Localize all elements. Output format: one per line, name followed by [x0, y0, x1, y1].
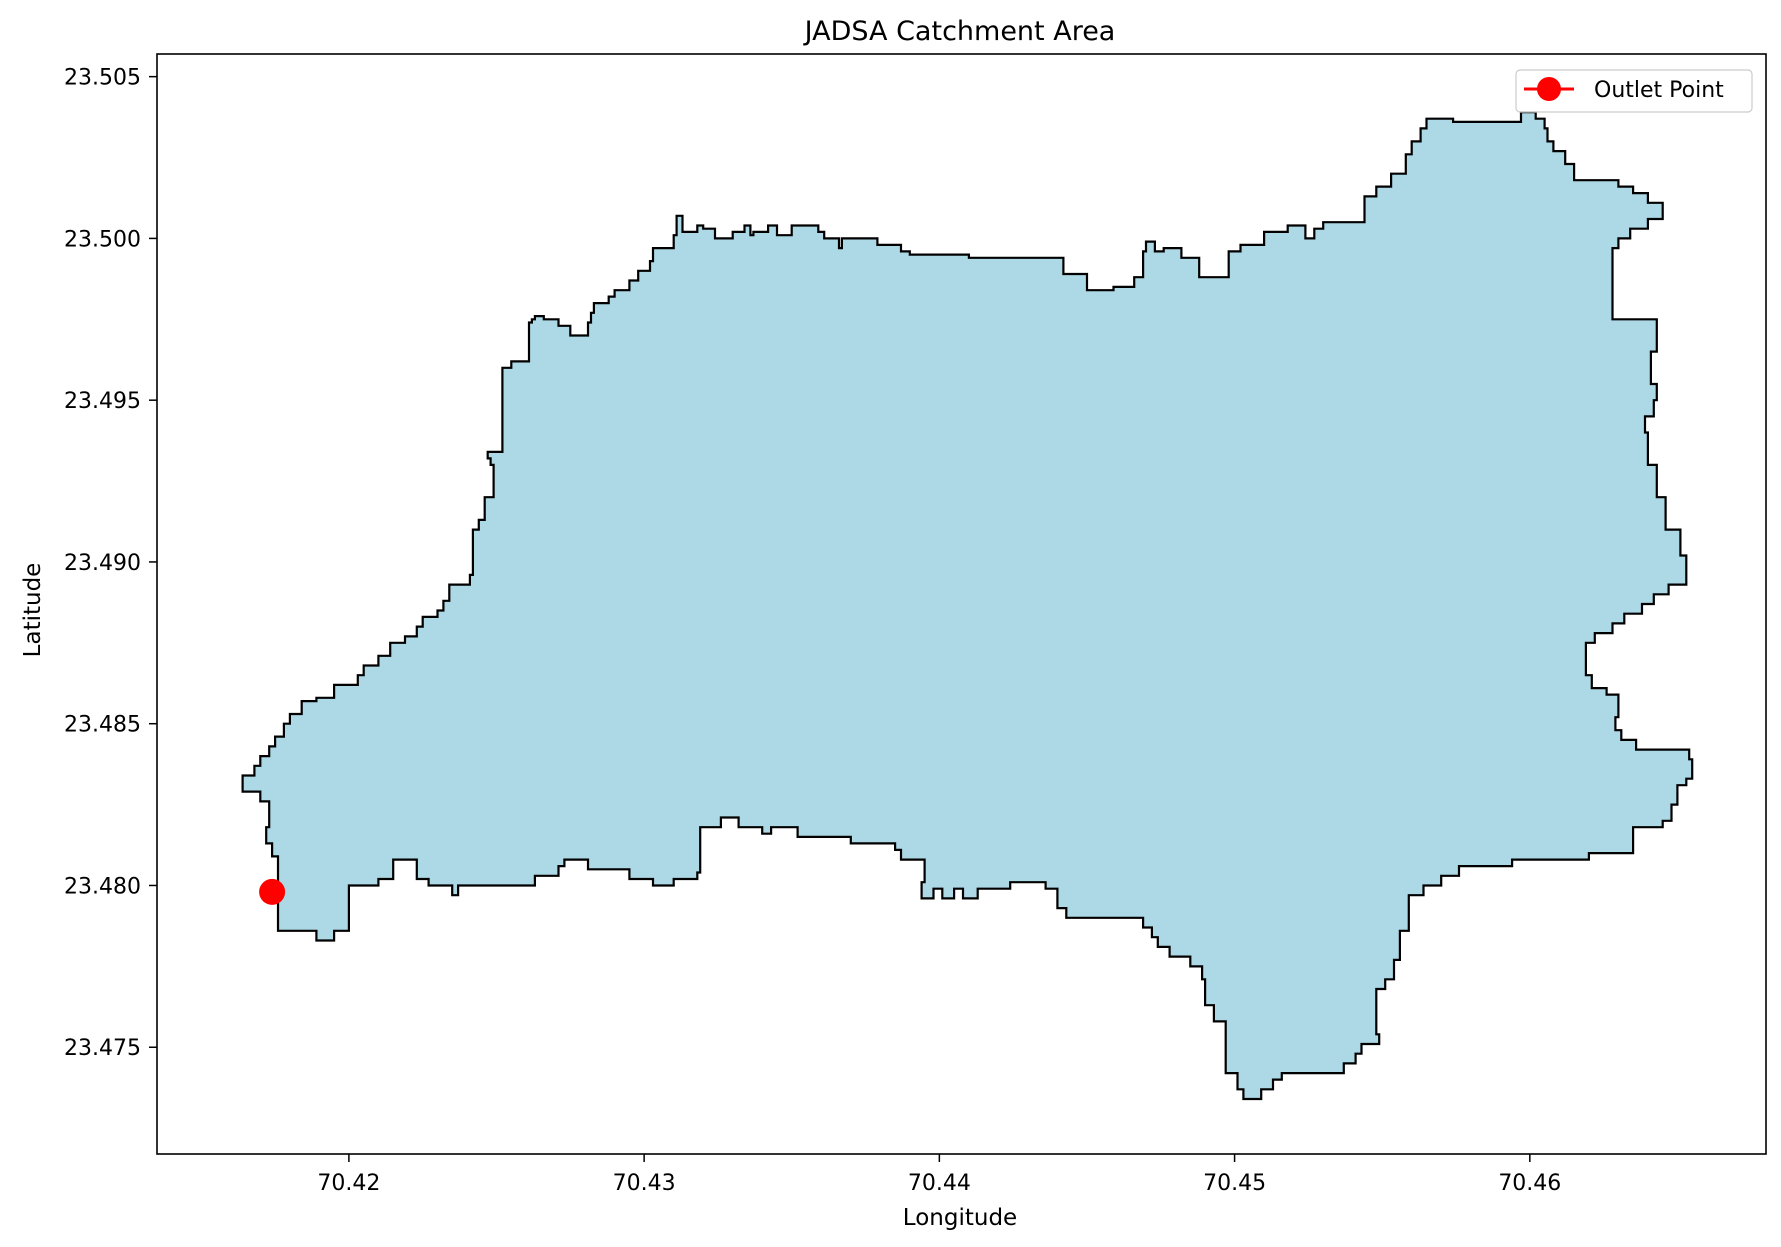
y-tick-label: 23.495 [64, 389, 141, 414]
legend: Outlet Point [1515, 69, 1753, 113]
y-axis: 23.475 23.480 23.485 23.490 23.495 23.500 23.5… [64, 66, 157, 1061]
y-tick-label: 23.485 [64, 713, 141, 738]
y-tick-label: 23.475 [64, 1036, 141, 1061]
x-tick-label: 70.42 [317, 1171, 380, 1196]
legend-marker-icon [1537, 77, 1561, 101]
legend-frame [1515, 69, 1753, 113]
legend-label: Outlet Point [1594, 78, 1724, 103]
x-tick-label: 70.45 [1203, 1171, 1266, 1196]
y-tick-label: 23.505 [64, 66, 141, 91]
plot-area [156, 53, 1767, 1155]
y-axis-label: Latitude [20, 563, 46, 658]
y-tick-label: 23.490 [64, 551, 141, 576]
x-tick-label: 70.46 [1498, 1171, 1561, 1196]
y-tick-label: 23.480 [64, 874, 141, 899]
plot-frame [156, 53, 1767, 1155]
x-tick-label: 70.44 [908, 1171, 971, 1196]
chart-title: JADSA Catchment Area [803, 16, 1116, 47]
x-tick-label: 70.43 [613, 1171, 676, 1196]
catchment-polygon [241, 111, 1694, 1101]
outlet-point-marker [259, 878, 286, 905]
x-axis: 70.42 70.43 70.44 70.45 70.46 [317, 1154, 1561, 1196]
x-axis-label: Longitude [903, 1205, 1017, 1231]
y-tick-label: 23.500 [64, 227, 141, 252]
